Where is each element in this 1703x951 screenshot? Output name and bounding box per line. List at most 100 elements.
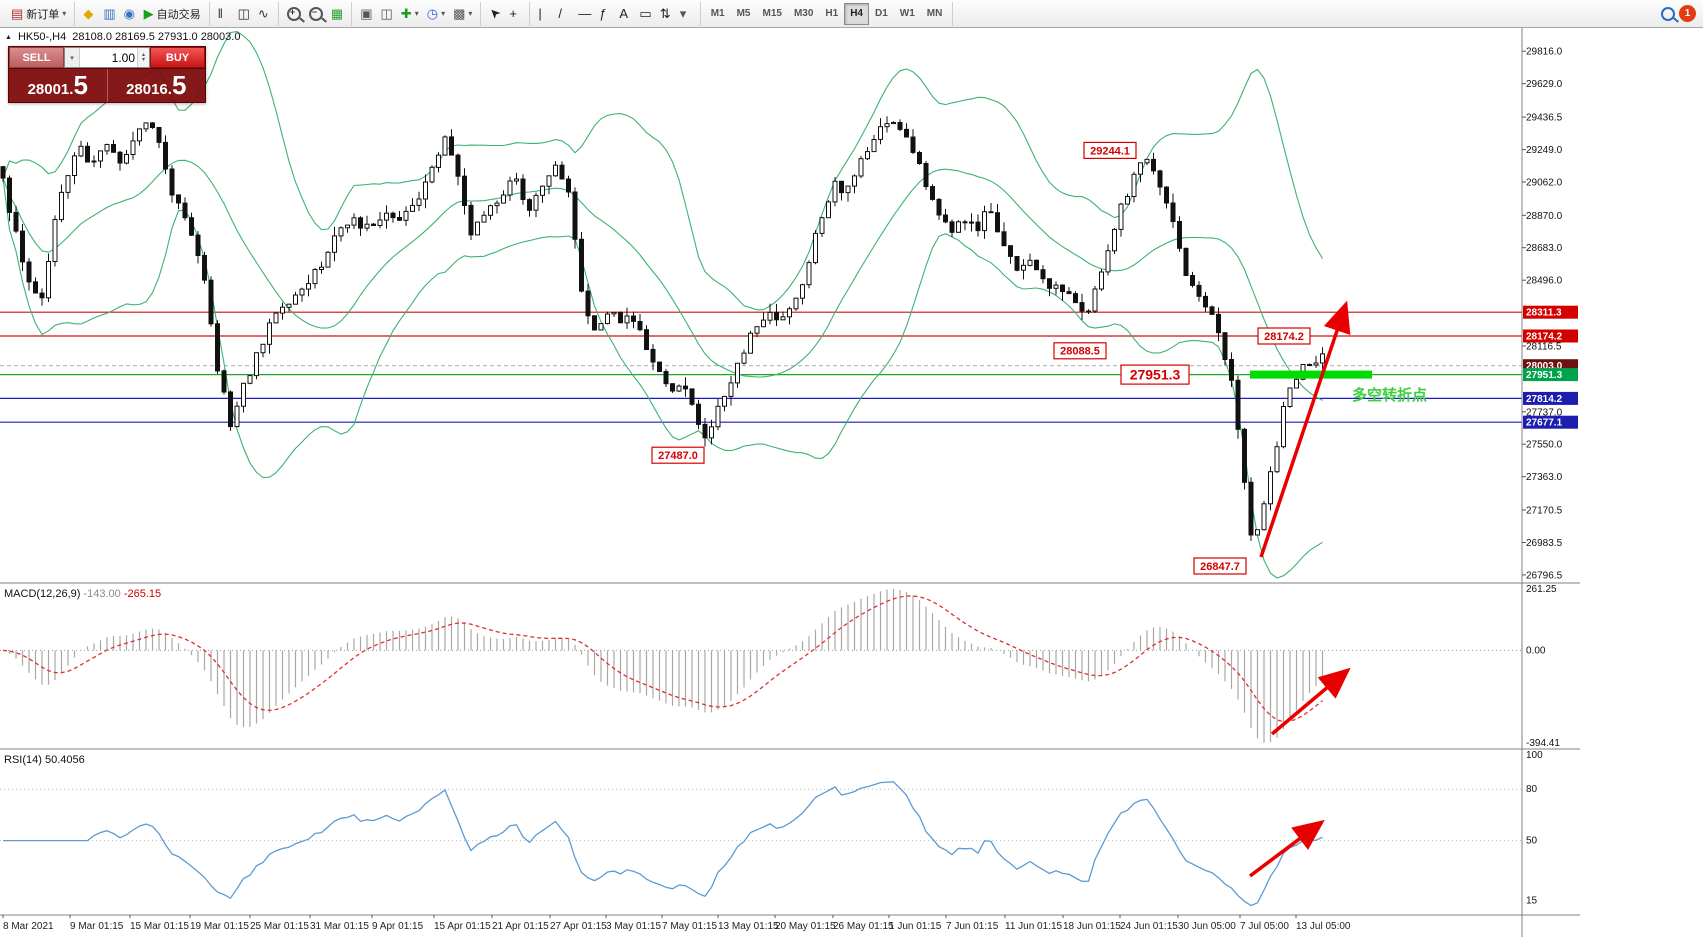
svg-text:26983.5: 26983.5 <box>1526 538 1563 549</box>
crosshair-tool-button[interactable]: + <box>505 3 525 25</box>
text-tool-button[interactable]: A <box>615 3 635 25</box>
vertical-line-tool-button[interactable]: | <box>534 3 554 25</box>
tf-mn[interactable]: MN <box>921 3 949 25</box>
svg-text:29629.0: 29629.0 <box>1526 79 1563 90</box>
buy-button[interactable]: BUY <box>150 47 205 68</box>
price-annotation-27951.3[interactable]: 27951.3 <box>1120 364 1190 385</box>
svg-text:27951.3: 27951.3 <box>1526 370 1563 381</box>
autotrading-button[interactable]: ▶ 自动交易 <box>140 3 205 25</box>
market-watch-button[interactable]: ◆ <box>79 3 99 25</box>
svg-text:7 May 01:15: 7 May 01:15 <box>662 921 717 932</box>
periodicity-button[interactable]: ◷ ▾ <box>423 3 449 25</box>
toolbar-group-objects: | / ― ƒ A ▭ ⇅ ▾ <box>530 1 701 26</box>
data-window-button[interactable]: ▥ <box>99 3 119 25</box>
support-zone-highlight[interactable] <box>1250 370 1372 379</box>
toolbar-group-trade: ▤ 新订单 ▾ <box>3 1 76 26</box>
tf-w1[interactable]: W1 <box>894 3 921 25</box>
label-tool-button[interactable]: ▭ <box>635 3 655 25</box>
candles-button[interactable]: ◫ <box>234 3 254 25</box>
navigator-button-icon: ◉ <box>123 6 135 21</box>
zoom-in-button-icon <box>286 6 301 21</box>
tf-m30[interactable]: M30 <box>788 3 819 25</box>
arrange-vertical-button[interactable]: ◫ <box>377 3 397 25</box>
zoom-in-button[interactable] <box>283 3 305 25</box>
new-order-button-icon: ▤ <box>11 6 24 21</box>
tf-m5[interactable]: M5 <box>731 3 757 25</box>
volume-input[interactable] <box>80 48 137 67</box>
volume-dropdown-caret[interactable]: ▾ <box>65 48 80 67</box>
navigator-button[interactable]: ◉ <box>120 3 140 25</box>
trendline-tool-button[interactable]: / <box>554 3 574 25</box>
price-annotation-26847.7[interactable]: 26847.7 <box>1193 557 1247 575</box>
tf-h1[interactable]: H1 <box>819 3 844 25</box>
sell-price[interactable]: 28001. 5 <box>9 69 108 102</box>
price-annotation-28088.5[interactable]: 28088.5 <box>1053 342 1107 360</box>
indicators-button-caret-icon: ▾ <box>414 9 419 18</box>
toolbar: ▤新订单▾◆▥◉▶自动交易‖◫∿▦▣◫✚▾◷▾▩▾➤+|/―ƒA▭⇅▾M1M5M… <box>0 0 1703 28</box>
ohlc-bars-button[interactable]: ‖ <box>214 3 234 25</box>
tf-d1[interactable]: D1 <box>869 3 894 25</box>
text-tool-button-icon: A <box>619 6 629 21</box>
indicators-button-icon: ✚ <box>400 6 412 21</box>
trendline-tool-button-icon: / <box>558 6 563 21</box>
new-order-button[interactable]: ▤ 新订单 ▾ <box>7 3 70 25</box>
candles <box>0 116 1325 541</box>
sell-button[interactable]: SELL <box>9 47 64 68</box>
tile-windows-button-icon: ▦ <box>330 6 344 21</box>
indicators-button[interactable]: ✚ ▾ <box>397 3 423 25</box>
price-annotation-29244.1[interactable]: 29244.1 <box>1083 141 1137 160</box>
cascade-windows-button[interactable]: ▣ <box>356 3 376 25</box>
notification-badge[interactable]: 1 <box>1679 5 1696 22</box>
templates-button[interactable]: ▩ ▾ <box>449 3 476 25</box>
trend-arrow[interactable] <box>1248 819 1325 878</box>
svg-text:31 Mar 01:15: 31 Mar 01:15 <box>310 921 369 932</box>
volume-up-icon[interactable]: ▴ <box>141 51 145 58</box>
svg-text:27363.0: 27363.0 <box>1526 472 1563 483</box>
price-chart[interactable]: 29244.1 28088.5 28174.2 27951.3 27487.0 26847… <box>0 28 1703 951</box>
svg-text:20 May 01:15: 20 May 01:15 <box>775 921 836 932</box>
macd-panel[interactable]: MACD(12,26,9) -143.00 -265.15 261.25 0.00 -… <box>0 584 1560 749</box>
search-button-icon <box>1661 6 1675 21</box>
price-axis[interactable]: 29816.0 29629.0 29436.5 29249.0 29062.0 28870… <box>1521 28 1578 937</box>
tf-m1[interactable]: M1 <box>705 3 731 25</box>
trend-arrow[interactable] <box>1270 667 1351 736</box>
svg-text:21 Apr 01:15: 21 Apr 01:15 <box>492 921 549 932</box>
main-plot[interactable] <box>0 31 1522 579</box>
zoom-out-button-icon <box>308 6 323 21</box>
volume-stepper[interactable]: ▾ ▴▾ <box>64 47 150 68</box>
rsi-label: RSI(14) 50.4056 <box>4 754 85 766</box>
volume-spinner[interactable]: ▴ ▾ <box>137 48 149 67</box>
fibonacci-tool-button[interactable]: ƒ <box>595 3 615 25</box>
volume-down-icon[interactable]: ▾ <box>141 56 145 63</box>
chart-area[interactable]: 29244.1 28088.5 28174.2 27951.3 27487.0 26847… <box>0 28 1703 951</box>
tf-m15[interactable]: M15 <box>757 3 788 25</box>
arrows-tool-button[interactable]: ⇅ <box>656 3 676 25</box>
zoom-out-button[interactable] <box>305 3 327 25</box>
horizontal-line-tool-button[interactable]: ― <box>574 3 595 25</box>
search-button[interactable] <box>1657 3 1679 25</box>
svg-text:11 Jun 01:15: 11 Jun 01:15 <box>1005 921 1063 932</box>
svg-text:27814.2: 27814.2 <box>1526 394 1563 405</box>
svg-text:-394.41: -394.41 <box>1526 738 1560 749</box>
trend-arrow[interactable] <box>1259 300 1351 558</box>
buy-price[interactable]: 28016. 5 <box>126 70 187 100</box>
svg-text:28870.0: 28870.0 <box>1526 211 1563 222</box>
time-axis[interactable]: 8 Mar 2021 9 Mar 01:15 15 Mar 01:15 19 Mar … <box>2 915 1351 932</box>
svg-text:80: 80 <box>1526 784 1538 795</box>
cursor-tool-button[interactable]: ➤ <box>485 3 505 25</box>
price-annotation-27487.0[interactable]: 27487.0 <box>651 446 705 464</box>
svg-text:100: 100 <box>1526 750 1543 761</box>
line-chart-button[interactable]: ∿ <box>254 3 274 25</box>
rsi-panel[interactable]: RSI(14) 50.4056 100 80 50 15 <box>0 750 1543 906</box>
symbol-marker-icon: ▲ <box>5 33 12 41</box>
objects-more-caret[interactable]: ▾ <box>676 3 696 25</box>
svg-text:29062.0: 29062.0 <box>1526 178 1563 189</box>
price-annotation-28174.2[interactable]: 28174.2 <box>1257 327 1311 345</box>
tf-h4[interactable]: H4 <box>844 2 869 25</box>
periodicity-button-icon: ◷ <box>426 6 439 21</box>
turning-point-note[interactable]: 多空转折点 <box>1352 386 1427 404</box>
toolbar-group-zoom: ▦ <box>279 1 353 26</box>
chart-ohlc-label: 28108.0 28169.5 27931.0 28003.0 <box>72 31 241 43</box>
cursor-tool-button-icon: ➤ <box>485 4 505 23</box>
tile-windows-button[interactable]: ▦ <box>327 3 347 25</box>
